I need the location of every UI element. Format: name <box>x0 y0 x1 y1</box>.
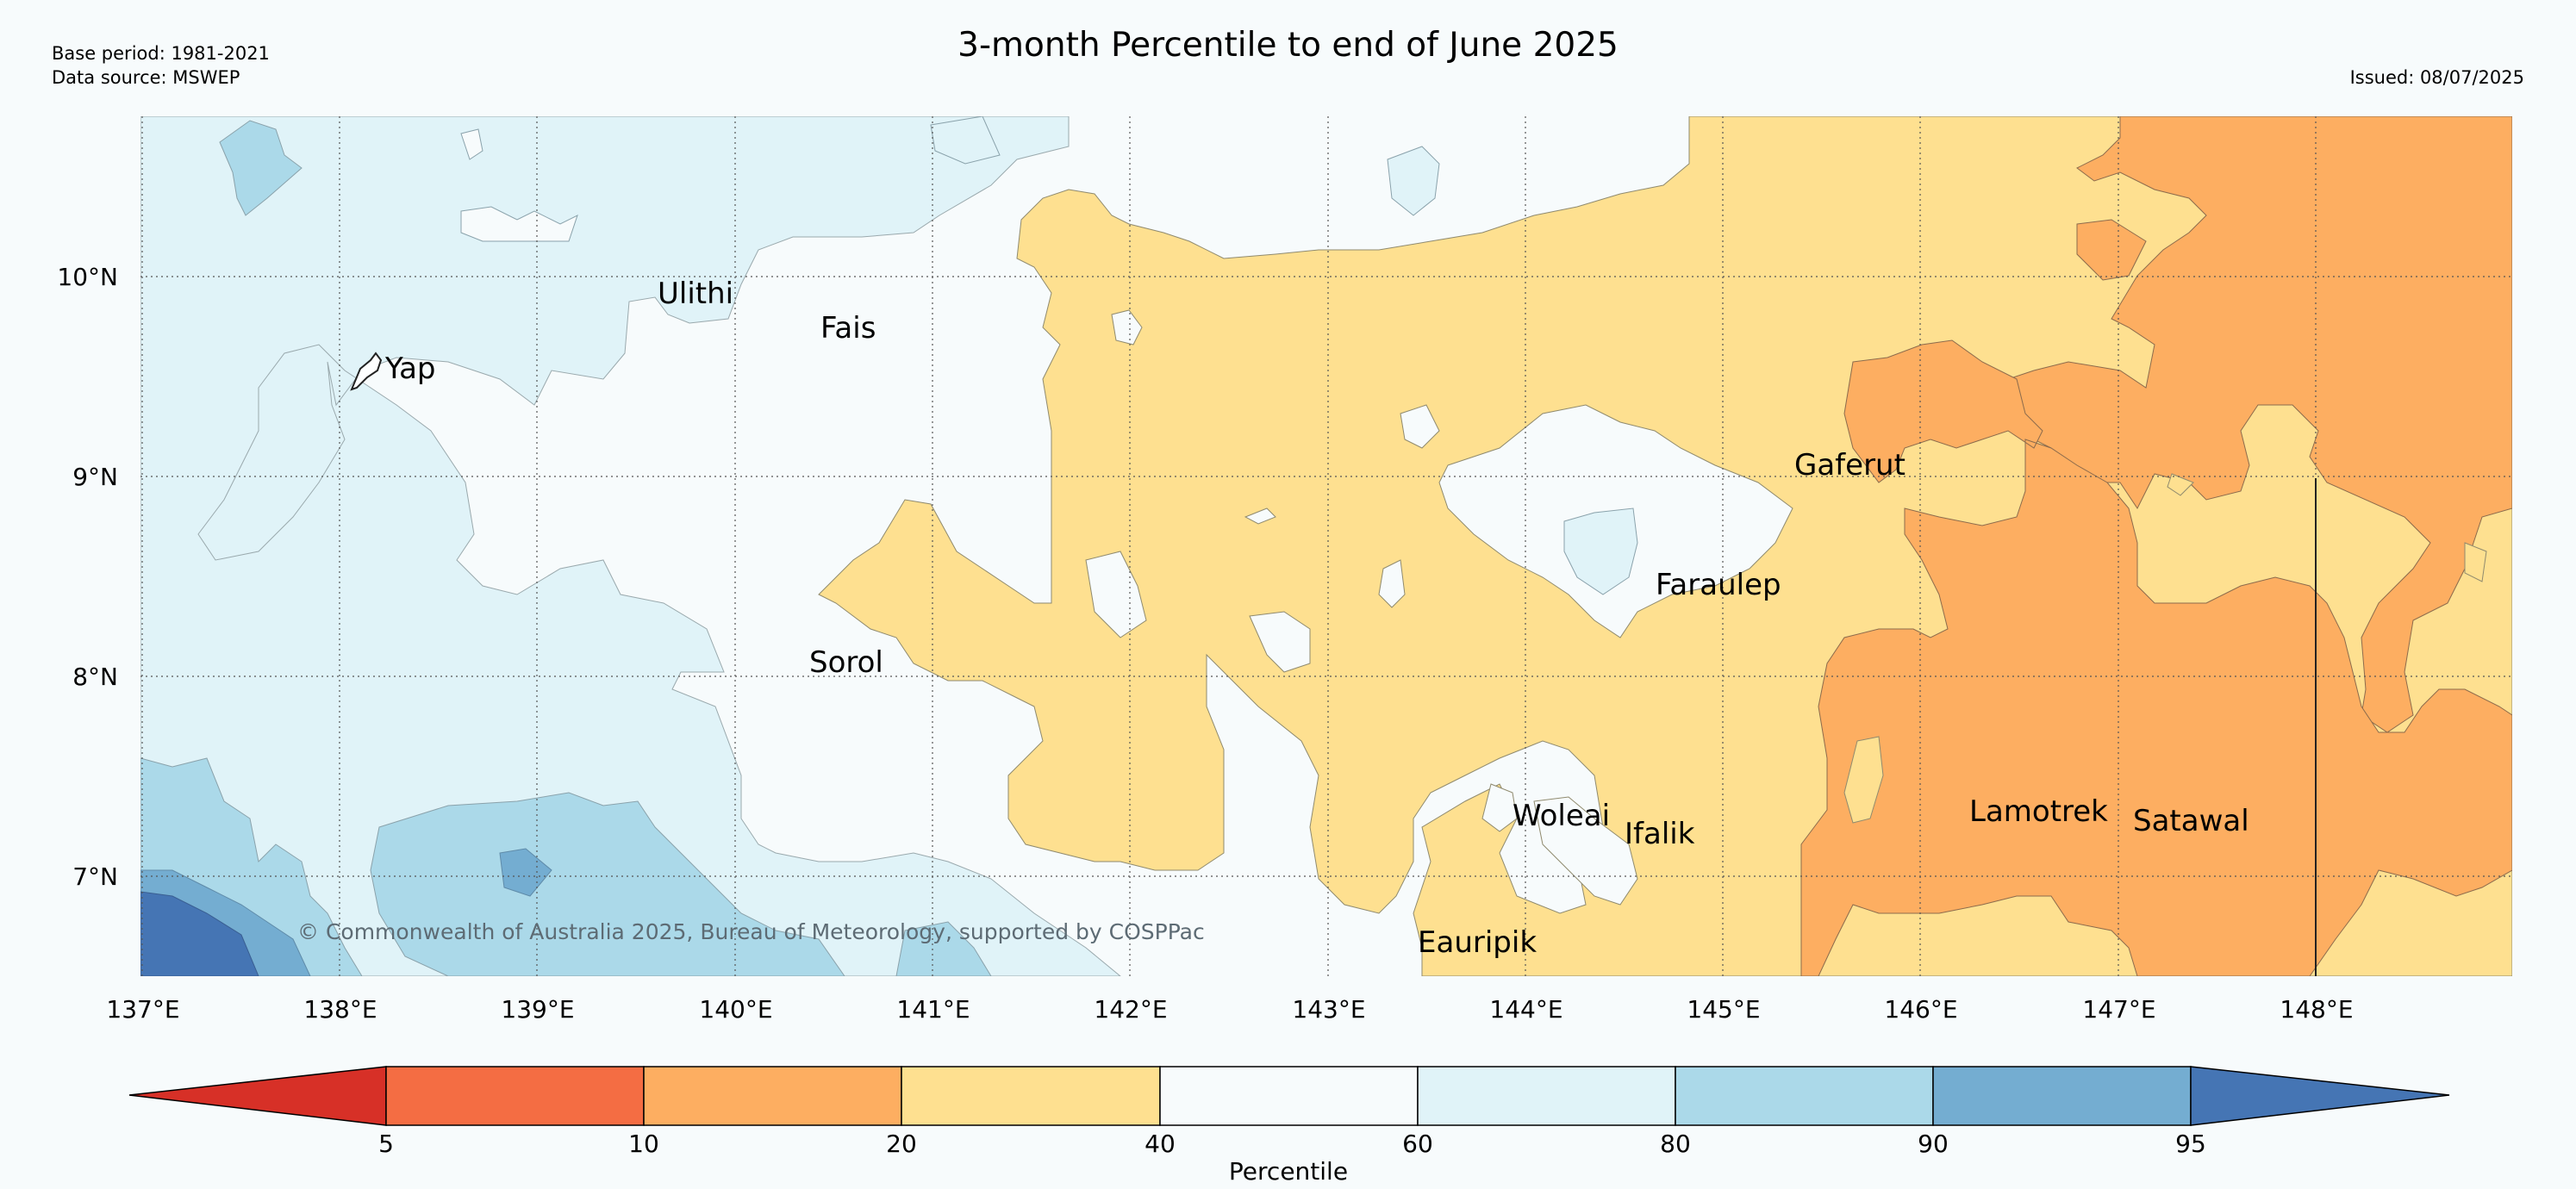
place-fais: Fais <box>820 311 876 345</box>
place-woleai: Woleai <box>1513 799 1610 833</box>
colorbar-tick: 40 <box>1145 1130 1176 1158</box>
colorbar-label: Percentile <box>1229 1157 1348 1186</box>
colorbar-tick: 95 <box>2175 1130 2206 1158</box>
colorbar-bin <box>1675 1066 1934 1126</box>
copyright-notice: © Commonwealth of Australia 2025, Bureau… <box>297 919 1205 944</box>
y-tick-labels: 10°N 9°N 8°N 7°N <box>57 263 118 891</box>
x-tick: 141°E <box>896 995 970 1024</box>
issued-date: Issued: 08/07/2025 <box>2349 67 2524 88</box>
x-tick: 137°E <box>106 995 179 1024</box>
colorbar-tick: 20 <box>886 1130 917 1158</box>
colorbar-bin <box>643 1066 902 1126</box>
region-10-20-mid <box>1800 339 2512 976</box>
colorbar-bin <box>1932 1066 2192 1126</box>
region-80-90-sw <box>140 757 992 976</box>
x-tick: 139°E <box>501 995 574 1024</box>
place-faraulep: Faraulep <box>1656 568 1781 602</box>
map-fields <box>140 116 2512 976</box>
region-40-60-holes-small <box>1085 309 1638 906</box>
region-40-60-nw-holes <box>460 128 578 242</box>
data-source-note: Data source: MSWEP <box>52 67 240 88</box>
place-ulithi: Ulithi <box>658 277 733 311</box>
place-lamotrek: Lamotrek <box>1969 794 2108 829</box>
yap-island <box>350 352 383 391</box>
colorbar-extend-low <box>128 1066 387 1126</box>
place-labels: Yap Ulithi Fais Sorol Gaferut Faraulep W… <box>384 277 2249 960</box>
colorbar-bin <box>385 1066 645 1126</box>
x-tick: 138°E <box>303 995 377 1024</box>
x-tick-labels: 137°E 138°E 139°E 140°E 141°E 142°E 143°… <box>106 995 2353 1024</box>
colorbar-bin <box>1159 1066 1419 1126</box>
base-period-note: Base period: 1981-2021 <box>52 43 270 64</box>
colorbar-extend-high <box>2190 1066 2450 1126</box>
x-tick: 145°E <box>1687 995 1760 1024</box>
x-tick: 142°E <box>1094 995 1167 1024</box>
place-gaferut: Gaferut <box>1794 448 1905 482</box>
region-60-80-ne <box>930 116 1440 216</box>
colorbar-tick: 60 <box>1402 1130 1433 1158</box>
region-60-80-center <box>1563 507 1638 595</box>
x-tick: 146°E <box>1884 995 1957 1024</box>
colorbar-bin <box>901 1066 1161 1126</box>
place-satawal: Satawal <box>2133 804 2249 838</box>
x-tick: 144°E <box>1489 995 1562 1024</box>
colorbar-tick: 80 <box>1660 1130 1691 1158</box>
colorbar <box>128 1066 2450 1126</box>
y-tick: 10°N <box>57 263 118 291</box>
region-80-90-nw <box>219 120 303 216</box>
colorbar-tick: 90 <box>1918 1130 1949 1158</box>
x-tick: 148°E <box>2280 995 2353 1024</box>
region-above-95-sw <box>140 891 259 976</box>
y-tick: 7°N <box>72 862 118 891</box>
place-ifalik: Ifalik <box>1625 817 1695 851</box>
colorbar-tick: 5 <box>378 1130 394 1158</box>
place-sorol: Sorol <box>809 645 883 680</box>
y-tick: 9°N <box>72 463 118 491</box>
x-tick: 147°E <box>2082 995 2155 1024</box>
colorbar-tick: 10 <box>628 1130 659 1158</box>
region-60-80-west <box>140 116 1121 976</box>
place-eauripik: Eauripik <box>1418 925 1537 960</box>
place-yap: Yap <box>384 352 436 386</box>
graticule <box>140 116 2512 976</box>
map-title: 3-month Percentile to end of June 2025 <box>957 26 1619 65</box>
region-10-20-nw-blob <box>2076 219 2147 281</box>
colorbar-bin <box>1417 1066 1676 1126</box>
colorbar-ticks: 5 10 20 40 60 80 90 95 Percentile <box>378 1130 2206 1186</box>
x-tick: 143°E <box>1292 995 1365 1024</box>
region-20-40-pockets <box>1843 473 2487 824</box>
x-tick: 140°E <box>699 995 772 1024</box>
y-tick: 8°N <box>72 663 118 691</box>
